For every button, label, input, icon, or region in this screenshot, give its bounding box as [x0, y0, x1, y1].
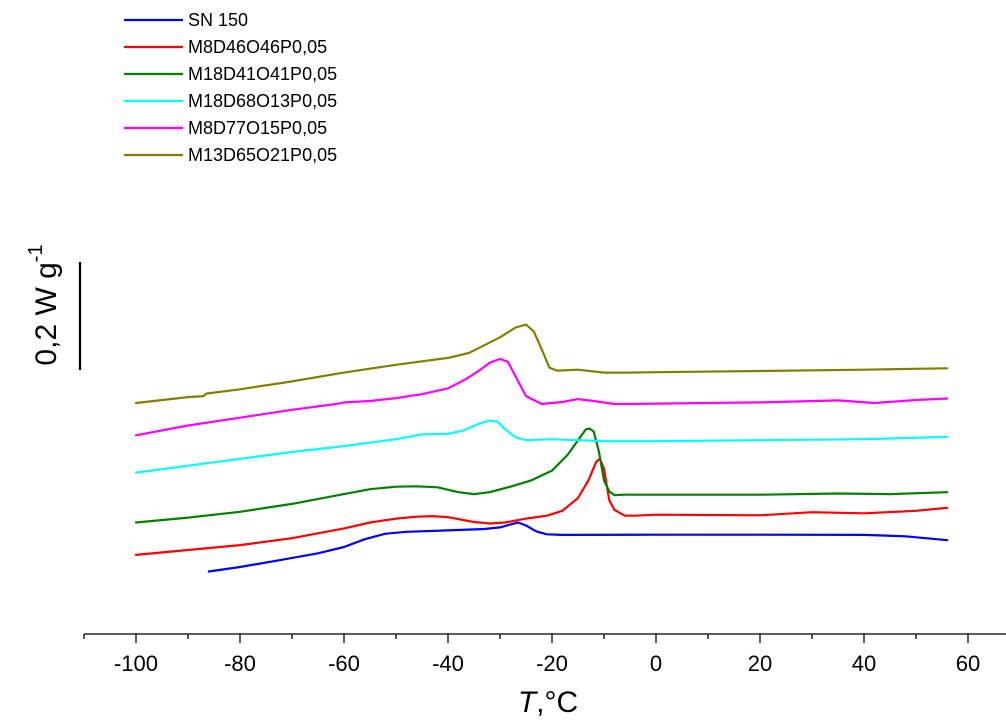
legend-label-1: SN 150: [188, 10, 248, 30]
legend-label-5: M8D77O15P0,05: [188, 118, 327, 138]
x-tick-label: 0: [650, 651, 662, 676]
legend: SN 150 M8D46O46P0,05 M18D41O41P0,05 M18D68O…: [124, 10, 337, 165]
x-tick-label: 20: [748, 651, 772, 676]
series-line-5: [134, 357, 949, 437]
series-line-2: [134, 457, 949, 556]
x-tick-label: -20: [536, 651, 568, 676]
x-tick-label: -100: [114, 651, 158, 676]
legend-label-4: M18D68O13P0,05: [188, 91, 337, 111]
x-tick-label: -60: [328, 651, 360, 676]
legend-label-2: M8D46O46P0,05: [188, 37, 327, 57]
series-line-6: [134, 323, 949, 405]
x-tick-label: 60: [956, 651, 980, 676]
plot-area: [134, 323, 949, 573]
legend-label-6: M13D65O21P0,05: [188, 145, 337, 165]
series-line-1: [207, 521, 949, 573]
series-line-4: [134, 419, 949, 474]
x-axis: -100 -80 -60 -40 -20 0 20 40 60: [83, 633, 1006, 676]
x-tick-label: -80: [224, 651, 256, 676]
x-axis-title: T,°C: [518, 686, 578, 719]
x-tick-label: -40: [432, 651, 464, 676]
y-axis-title: 0,2 W g-1: [25, 244, 63, 365]
x-tick-label: 40: [852, 651, 876, 676]
series-line-3: [134, 427, 949, 524]
legend-label-3: M18D41O41P0,05: [188, 64, 337, 84]
